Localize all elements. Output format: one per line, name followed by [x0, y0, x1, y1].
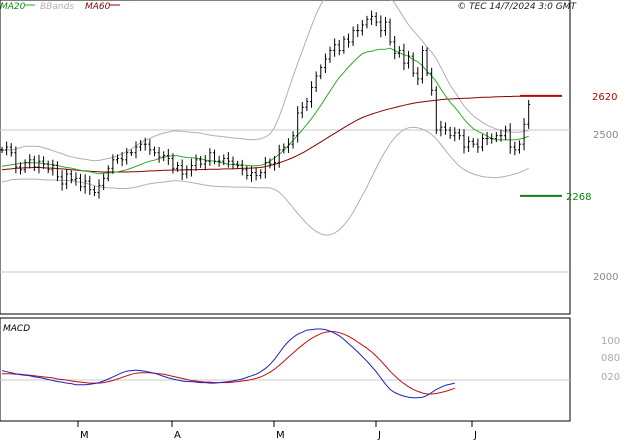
- x-tick-label: J: [377, 430, 381, 440]
- macd-tick-label-080: 080: [601, 353, 620, 364]
- x-tick-label: M: [276, 430, 285, 440]
- macd-line: [1, 328, 455, 399]
- macd-tick-label-100: 100: [601, 336, 620, 347]
- macd-tick-label-020: 020: [601, 372, 620, 383]
- macd-signal-line: [2, 331, 455, 395]
- bbands-upper-line: [1, 0, 529, 162]
- x-tick-label: J: [473, 430, 477, 440]
- price-panel-frame: [0, 0, 571, 315]
- y-tick-label-2000: 2000: [593, 272, 618, 283]
- macd-panel-title: MACD: [3, 324, 30, 334]
- x-tick-label: A: [174, 430, 181, 440]
- legend-ma60: MA60: [85, 2, 111, 12]
- macd-panel-frame: [0, 317, 571, 422]
- y-tick-label-2500: 2500: [593, 130, 618, 141]
- resistance-label: 2620: [592, 92, 617, 103]
- legend-ma20: MA20: [0, 2, 26, 12]
- x-tick-label: M: [80, 430, 89, 440]
- chart-marks: [0, 0, 570, 399]
- x-axis: M A M J J: [77, 421, 477, 441]
- support-label: 2268: [566, 192, 591, 203]
- legend-bbands: BBands: [40, 2, 74, 12]
- legend: MA20 BBands MA60 © TEC 14/7/2024 3:0 GMT: [0, 2, 578, 12]
- copyright-text: © TEC 14/7/2024 3:0 GMT: [457, 2, 577, 12]
